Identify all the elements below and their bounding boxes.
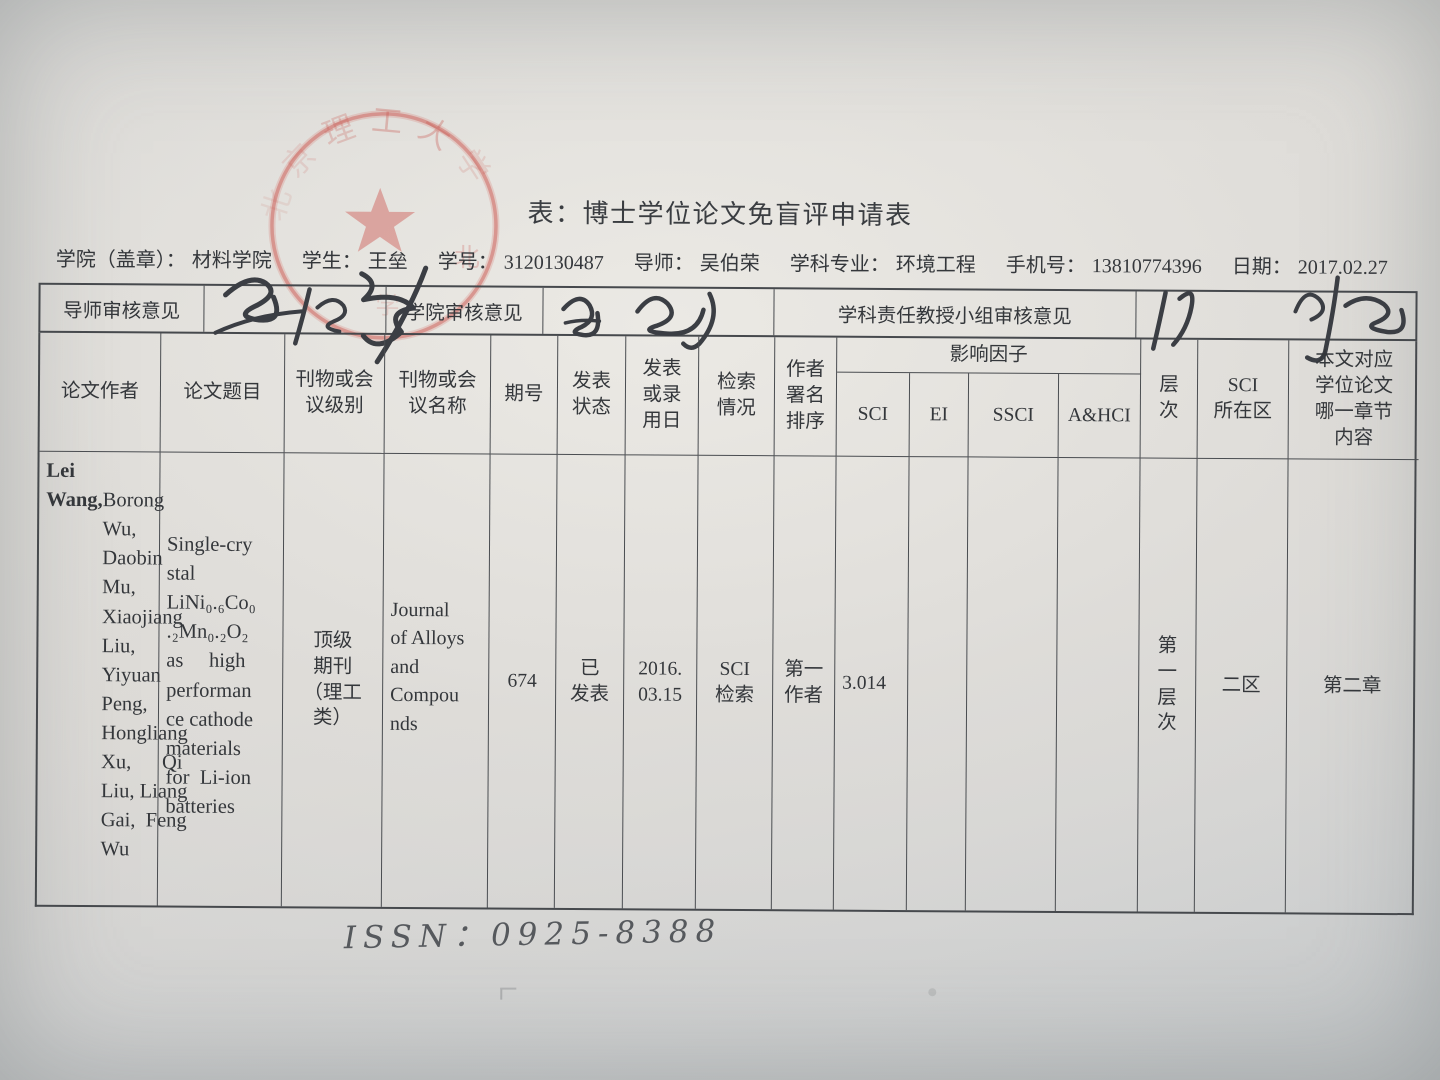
student-field: 学生： 王垒 bbox=[302, 244, 408, 274]
supervisor-field: 导师： 吴伯荣 bbox=[634, 246, 760, 276]
student-label: 学生： bbox=[301, 250, 362, 273]
header-issue: 期号 bbox=[490, 335, 559, 455]
header-pub-status: 发表 状态 bbox=[557, 335, 627, 456]
cell-chapter: 第二章 bbox=[1322, 675, 1382, 697]
cell-pub-status: 已 发表 bbox=[554, 454, 626, 909]
supervisor-value: 吴伯荣 bbox=[699, 252, 760, 276]
cell-author-order: 第一 作者 bbox=[771, 456, 837, 910]
header-ahci: A&HCI bbox=[1058, 373, 1142, 459]
header-ssci: SSCI bbox=[968, 373, 1060, 458]
group-opinion-label: 学科责任教授小组审核意见 bbox=[774, 289, 1137, 338]
phone-label: 手机号： bbox=[1005, 254, 1086, 278]
header-venue-name: 刊物或会 议名称 bbox=[384, 334, 492, 455]
publication-table: 论文作者 论文题目 刊物或会 议级别 刊物或会 议名称 期号 发表 状态 发表 … bbox=[34, 332, 1420, 916]
cell-issue: 674 bbox=[487, 454, 558, 908]
cell-pub-date: 2016. 03.15 bbox=[622, 455, 699, 909]
date-field: 日期： 2017.02.27 bbox=[1232, 250, 1388, 280]
header-author-order: 作者 署名 排序 bbox=[774, 337, 838, 457]
cell-ei-impact-factor bbox=[906, 457, 969, 911]
authors-lead: Lei Wang, bbox=[46, 459, 103, 512]
cell-indexing: SCI 检索 bbox=[695, 455, 775, 910]
cell-authors: Lei Wang, Borong Wu, Daobin Mu, Xiaojian… bbox=[36, 451, 188, 906]
handwritten-issn-note: ISSN：0925-8388 bbox=[343, 913, 723, 957]
major-value: 环境工程 bbox=[895, 253, 976, 277]
major-label: 学科专业： bbox=[789, 253, 890, 276]
cell-ahci-impact-factor bbox=[1055, 457, 1141, 912]
cell-venue-level: 顶级 期刊 （理工 类） bbox=[281, 453, 385, 907]
header-paper-title: 论文题目 bbox=[160, 333, 286, 454]
form-title: 表：博士学位论文免盲评申请表 bbox=[527, 198, 913, 231]
header-tier: 层 次 bbox=[1140, 339, 1199, 459]
header-ei: EI bbox=[909, 373, 970, 458]
header-chapter: 本文对应 学位论文 哪一章节 内容 bbox=[1288, 340, 1420, 461]
group-signature-cell bbox=[1136, 291, 1415, 339]
header-venue-level: 刊物或会 议级别 bbox=[284, 334, 386, 454]
review-opinions-row: 导师审核意见 学院审核意见 学科责任教授小组审核意见 bbox=[38, 282, 1418, 342]
info-line: 学院（盖章）： 材料学院 学生： 王垒 学号： 3120130487 导师： 吴伯荣 学… bbox=[56, 243, 1388, 280]
student-id-field: 学号： 3120130487 bbox=[438, 245, 604, 275]
cell-tier: 第 一 层 次 bbox=[1137, 458, 1198, 912]
student-id-value: 3120130487 bbox=[503, 251, 604, 275]
date-label: 日期： bbox=[1231, 256, 1292, 279]
pencil-smudge bbox=[928, 988, 937, 997]
header-impact-factor-group: 影响因子 bbox=[837, 337, 1142, 375]
college-signature-cell bbox=[542, 287, 775, 336]
supervisor-opinion-label: 导师审核意见 bbox=[40, 284, 205, 332]
header-authors: 论文作者 bbox=[39, 332, 162, 453]
phone-field: 手机号： 13810774396 bbox=[1006, 249, 1202, 279]
cell-sci-zone: 二区 bbox=[1194, 458, 1289, 913]
cell-ssci-impact-factor bbox=[965, 457, 1059, 911]
cell-paper-title: Single-cry stal LiNi₀.₆Co₀ .₂Mn₀.₂O₂ as … bbox=[157, 452, 285, 907]
supervisor-signature-cell bbox=[203, 285, 387, 333]
supervisor-label: 导师： bbox=[633, 252, 694, 275]
college-opinion-label: 学院审核意见 bbox=[386, 286, 544, 334]
major-field: 学科专业： 环境工程 bbox=[790, 247, 976, 277]
pencil-smudge bbox=[500, 987, 517, 1000]
cell-sci-impact-factor: 3.014 bbox=[833, 456, 910, 911]
date-value: 2017.02.27 bbox=[1297, 256, 1388, 279]
header-indexing: 检索 情况 bbox=[698, 336, 776, 457]
student-value: 王垒 bbox=[367, 250, 408, 274]
student-id-label: 学号： bbox=[437, 251, 498, 274]
phone-value: 13810774396 bbox=[1091, 255, 1202, 278]
college-value: 材料学院 bbox=[191, 249, 272, 273]
cell-venue-name: Journal of Alloys and Compou nds bbox=[381, 453, 491, 908]
header-pub-date: 发表 或录 用日 bbox=[625, 336, 700, 456]
header-sci-zone: SCI 所在区 bbox=[1197, 339, 1290, 460]
college-field: 学院（盖章）： 材料学院 bbox=[56, 243, 272, 273]
college-label: 学院（盖章）： bbox=[55, 248, 186, 272]
header-sci: SCI bbox=[836, 372, 911, 458]
